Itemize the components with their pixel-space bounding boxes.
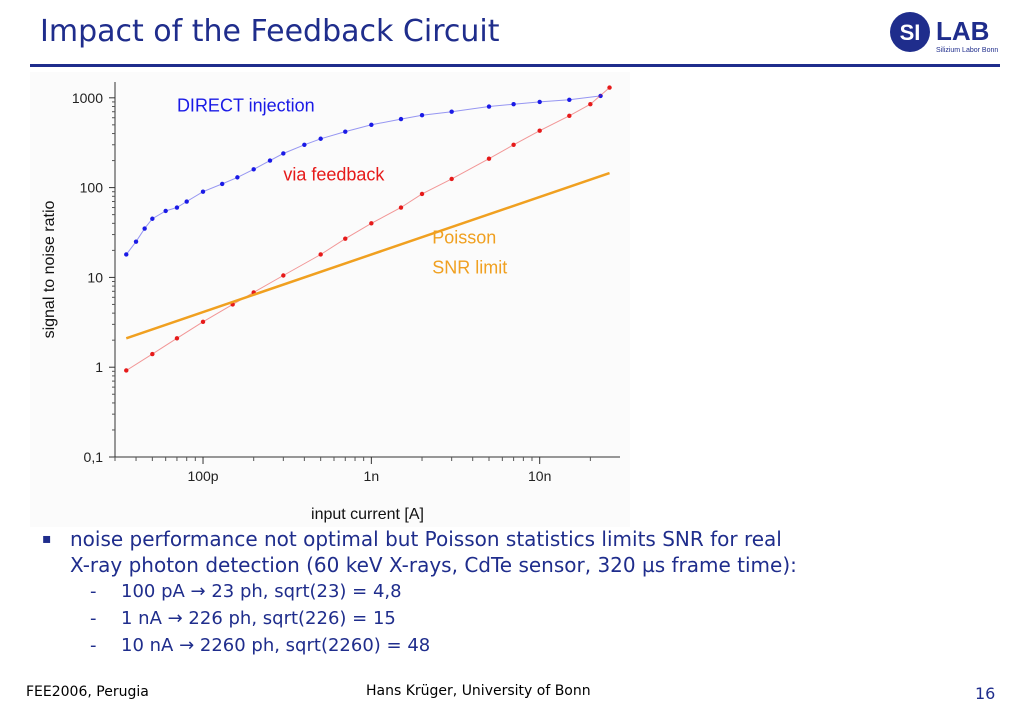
chart-background (30, 72, 630, 527)
snr-chart: 0,1 1 10 100 1000 100p 1n 10n input current [A] s… (30, 72, 630, 527)
feedback-point (511, 142, 516, 147)
direct-injection-point (235, 175, 240, 180)
slide-title: Impact of the Feedback Circuit (40, 14, 500, 49)
feedback-point (343, 236, 348, 241)
bullet-item: ▪ noise performance not optimal but Pois… (40, 526, 1000, 578)
logo-badge-text: SI (900, 20, 921, 45)
direct-injection-point (267, 158, 273, 163)
x-tick-label: 1n (364, 468, 380, 484)
direct-injection-point (124, 252, 129, 257)
sub-dash: - (90, 581, 97, 602)
x-tick-label: 10n (528, 468, 551, 484)
direct-injection-point (537, 99, 542, 105)
direct-injection-point (449, 109, 454, 114)
sub-dash: - (90, 608, 97, 629)
y-tick-label: 1000 (72, 90, 103, 106)
feedback-point (419, 191, 425, 197)
sub-text: 100 pA → 23 ph, sqrt(23) = 4,8 (121, 581, 402, 602)
direct-injection-point (398, 116, 404, 122)
direct-injection-point (133, 239, 139, 244)
footer-author: Hans Krüger, University of Bonn (366, 683, 591, 699)
logo-subtitle: Silizium Labor Bonn (936, 47, 998, 54)
y-tick-label: 10 (87, 269, 103, 285)
silab-logo: SI LAB Silizium Labor Bonn (890, 12, 998, 54)
feedback-point (318, 252, 323, 257)
sub-item: - 100 pA → 23 ph, sqrt(23) = 4,8 (40, 578, 1000, 605)
direct-injection-point (343, 129, 348, 134)
direct-injection-point (369, 122, 374, 128)
feedback-point (486, 156, 492, 161)
direct-injection-point (219, 181, 225, 187)
bullet-marker-icon: ▪ (42, 531, 52, 547)
direct-injection-point (598, 93, 603, 99)
direct-injection-point (142, 226, 147, 231)
title-divider (30, 64, 1000, 67)
bullet-line-2: X-ray photon detection (60 keV X-rays, C… (70, 553, 797, 577)
series-annotation: via feedback (283, 164, 385, 184)
feedback-point (588, 101, 593, 107)
feedback-point (369, 221, 374, 226)
feedback-point (537, 128, 542, 133)
feedback-point (398, 205, 404, 210)
direct-injection-point (486, 104, 492, 109)
series-annotation: DIRECT injection (177, 96, 315, 116)
poisson-limit-line (125, 171, 610, 340)
series-annotation: Poisson (432, 227, 496, 247)
feedback-point (200, 319, 206, 325)
bullet-list: ▪ noise performance not optimal but Pois… (40, 526, 1000, 659)
sub-item: - 1 nA → 226 ph, sqrt(226) = 15 (40, 605, 1000, 632)
feedback-point (567, 113, 572, 119)
direct-injection-point (163, 208, 168, 214)
feedback-point (449, 176, 454, 182)
series-annotation: SNR limit (432, 258, 507, 278)
direct-injection-point (150, 216, 155, 221)
direct-injection-point (174, 205, 180, 210)
y-tick-label: 0,1 (84, 449, 104, 465)
feedback-point (124, 368, 129, 373)
y-tick-label: 1 (95, 359, 103, 375)
direct-injection-point (251, 167, 256, 172)
x-tick-label: 100p (187, 468, 218, 484)
direct-injection-point (281, 151, 286, 156)
feedback-point (281, 273, 286, 278)
direct-injection-point (511, 101, 516, 107)
direct-injection-point (567, 97, 572, 103)
sub-text: 10 nA → 2260 ph, sqrt(2260) = 48 (121, 635, 431, 656)
y-axis-label: signal to noise ratio (41, 200, 58, 338)
y-tick-label: 100 (80, 180, 104, 196)
feedback-point (174, 336, 180, 341)
direct-injection-point (184, 199, 189, 204)
sub-dash: - (90, 635, 97, 656)
x-axis-label: input current [A] (311, 506, 424, 523)
sub-item: - 10 nA → 2260 ph, sqrt(2260) = 48 (40, 632, 1000, 659)
direct-injection-trend (125, 95, 601, 255)
direct-injection-point (318, 136, 323, 141)
direct-injection-point (200, 189, 206, 194)
logo-name: LAB (936, 16, 989, 46)
direct-injection-point (302, 142, 307, 147)
bullet-line-1: noise performance not optimal but Poisso… (70, 527, 782, 551)
sub-text: 1 nA → 226 ph, sqrt(226) = 15 (121, 608, 396, 629)
direct-injection-point (419, 113, 425, 118)
feedback-point (607, 85, 612, 90)
feedback-point (150, 351, 155, 357)
logo-badge-circle (890, 12, 930, 52)
page-number: 16 (975, 684, 996, 703)
footer-event: FEE2006, Perugia (26, 684, 149, 700)
feedback-trend (126, 87, 610, 371)
